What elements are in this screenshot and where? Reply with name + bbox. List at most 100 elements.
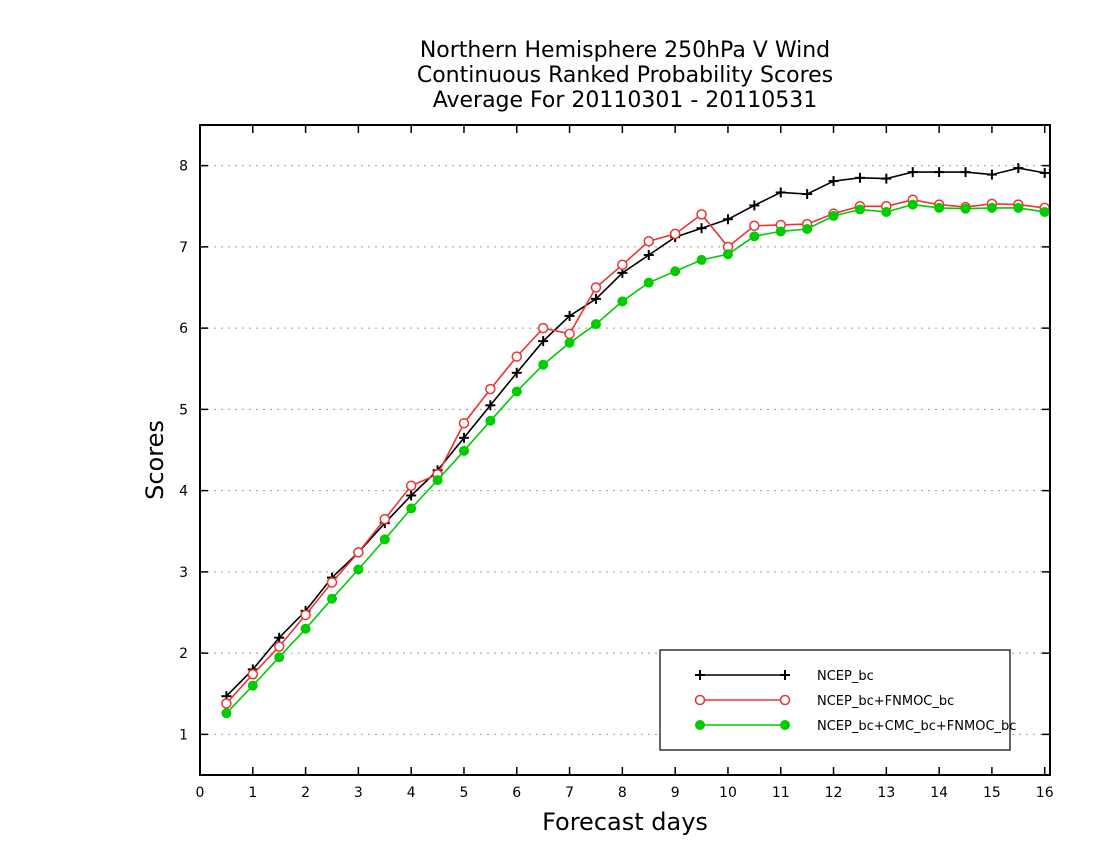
legend-label: NCEP_bc (817, 669, 874, 684)
data-point (802, 189, 813, 200)
x-tick-label: 1 (248, 785, 257, 801)
data-point (696, 209, 707, 220)
data-point (405, 480, 417, 491)
x-tick-label: 9 (671, 785, 680, 801)
data-point (300, 609, 311, 621)
data-point (802, 224, 813, 234)
y-tick-label: 5 (179, 402, 188, 418)
x-tick-label: 15 (983, 785, 1001, 801)
x-tick-label: 11 (772, 785, 790, 801)
x-tick-label: 5 (460, 785, 469, 801)
data-point (247, 680, 258, 691)
data-point (590, 293, 601, 304)
x-tick-label: 14 (930, 785, 948, 801)
legend-marker (780, 720, 790, 730)
x-tick-label: 16 (1036, 785, 1054, 801)
data-point (564, 337, 575, 348)
series-3 (221, 199, 1050, 719)
chart-title-line-3: Average For 20110301 - 20110531 (432, 88, 818, 113)
data-point (669, 228, 681, 240)
series-line (225, 203, 1045, 714)
data-point (617, 259, 628, 270)
data-point (749, 220, 760, 231)
data-point (564, 328, 575, 340)
data-point (274, 652, 285, 663)
y-tick-label: 8 (179, 159, 188, 175)
legend-item: NCEP_bc+CMC_bc+FNMOC_bc (695, 719, 1016, 734)
data-point (934, 202, 945, 213)
data-point (749, 200, 760, 211)
x-tick-label: 0 (196, 785, 205, 801)
data-point (406, 490, 417, 501)
data-point (960, 203, 971, 214)
data-point (538, 336, 549, 347)
data-point (511, 367, 522, 378)
y-tick-label: 2 (179, 646, 188, 662)
data-point (326, 577, 338, 588)
data-point (1013, 163, 1024, 174)
data-point (353, 547, 364, 558)
data-point (590, 319, 601, 330)
x-tick-label: 10 (719, 785, 737, 801)
legend-marker (779, 694, 791, 706)
data-point (458, 432, 469, 443)
data-point (881, 173, 892, 184)
data-point (670, 266, 681, 277)
series-2 (221, 194, 1050, 709)
legend-marker (695, 670, 705, 680)
data-point (643, 277, 654, 288)
data-point (221, 708, 232, 719)
data-point (326, 593, 337, 604)
legend-item: NCEP_bc (695, 669, 874, 684)
data-point (379, 513, 391, 525)
data-point (274, 632, 285, 643)
data-point (353, 564, 364, 575)
data-point (934, 167, 945, 178)
x-tick-label: 12 (825, 785, 843, 801)
data-point (538, 359, 549, 370)
legend-marker (780, 670, 790, 680)
data-point (1039, 206, 1050, 217)
data-point (511, 351, 523, 362)
legend-label: NCEP_bc+CMC_bc+FNMOC_bc (817, 719, 1016, 734)
data-point (379, 534, 390, 545)
x-tick-label: 8 (618, 785, 627, 801)
data-point (432, 475, 443, 486)
grid-layer (200, 165, 1050, 735)
data-point (828, 176, 839, 187)
x-tick-label: 7 (565, 785, 574, 801)
data-point (617, 296, 628, 307)
data-point (564, 310, 575, 321)
x-tick-label: 4 (407, 785, 416, 801)
data-point (986, 169, 997, 180)
legend-marker (695, 720, 705, 730)
data-point (273, 641, 285, 652)
data-point (1013, 202, 1024, 213)
data-point (960, 167, 971, 178)
x-tick-label: 13 (877, 785, 895, 801)
series-1 (221, 163, 1050, 702)
data-point (986, 202, 997, 213)
chart-title-line-2: Continuous Ranked Probability Scores (416, 63, 834, 88)
plot-frame (199, 124, 1051, 776)
y-axis-title: Scores (141, 420, 169, 500)
series-line (225, 198, 1045, 705)
data-point (696, 223, 707, 234)
data-point (696, 254, 707, 265)
data-point (907, 167, 918, 178)
data-point (775, 226, 786, 237)
data-point (537, 322, 549, 334)
data-point (907, 199, 918, 210)
legend-item: NCEP_bc+FNMOC_bc (694, 694, 954, 709)
x-axis-title: Forecast days (542, 808, 708, 836)
data-point (485, 415, 496, 426)
x-tick-label: 3 (354, 785, 363, 801)
data-point (881, 206, 892, 217)
data-point (775, 187, 786, 198)
data-point (511, 386, 522, 397)
data-point (590, 282, 602, 293)
data-point (485, 400, 496, 411)
